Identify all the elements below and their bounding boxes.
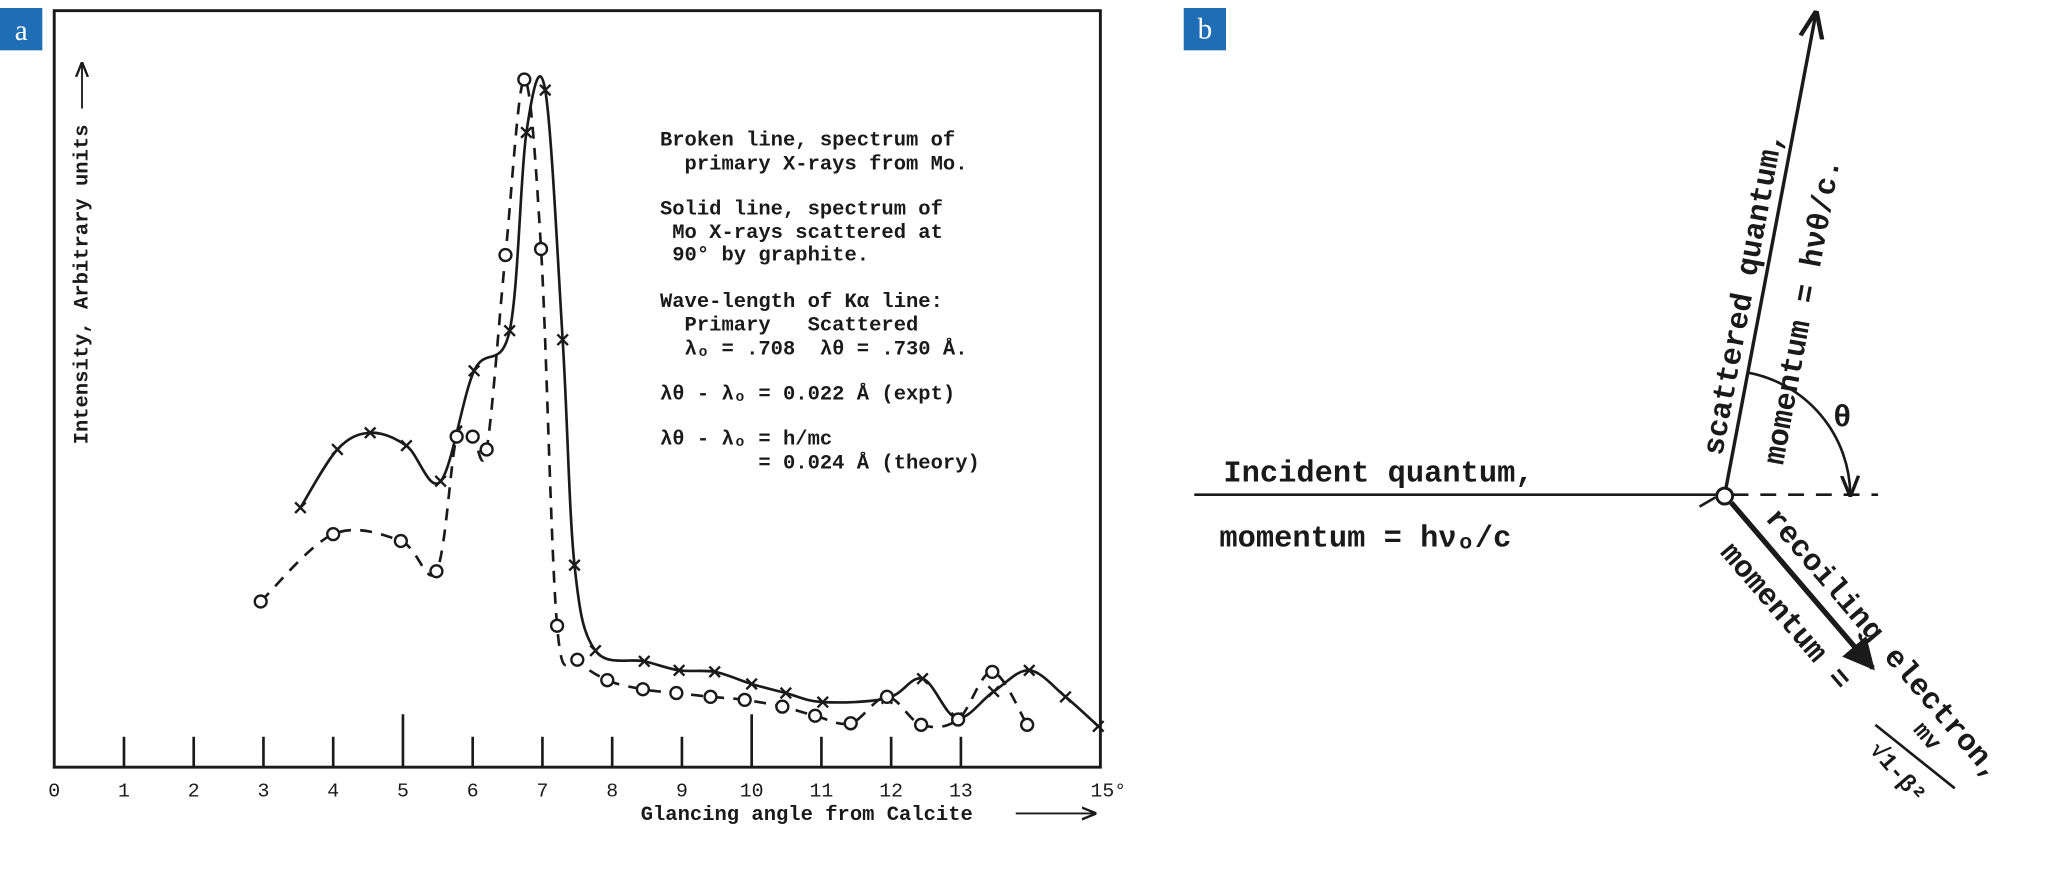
marker-o [549, 618, 565, 633]
marker-o [465, 429, 480, 444]
marker-x [673, 664, 686, 677]
panel-badge [1183, 8, 1227, 51]
marker-x [364, 426, 377, 439]
annotation: Mo X-rays scattered at [660, 222, 943, 245]
annotation: λθ - λₒ = 0.022 Å (expt) [660, 382, 955, 407]
marker-o [843, 716, 858, 731]
marker-o [429, 564, 444, 579]
x-tick-label: 5 [397, 779, 409, 802]
marker-o [807, 708, 823, 723]
marker-x [779, 686, 792, 700]
x-tick-label: 3 [258, 779, 270, 802]
y-axis-label: Intensity, Arbitrary units [71, 125, 94, 445]
x-tick-label: 8 [606, 779, 618, 802]
marker-o [393, 533, 408, 549]
marker-x [1059, 690, 1072, 703]
annotation: Solid line, spectrum of [660, 198, 943, 221]
x-tick-label: 2 [188, 779, 200, 802]
marker-o [879, 689, 895, 704]
legend-notes: Broken line, spectrum of primary X-rays … [660, 130, 980, 476]
annotation: λₒ = .708 λθ = .730 Å. [660, 337, 968, 362]
incident-arrowhead [1698, 496, 1717, 508]
marker-o [600, 673, 615, 688]
x-tick-label: 6 [467, 779, 479, 802]
x-tick-label: 0 [48, 779, 60, 802]
marker-o [914, 717, 929, 732]
x-tick-label: 11 [810, 779, 834, 802]
marker-x [745, 677, 758, 691]
panel-label: b [1198, 13, 1213, 45]
panel-badge [0, 8, 43, 51]
marker-x [539, 83, 552, 97]
incident-label: Incident quantum, [1223, 458, 1533, 492]
marker-x [589, 644, 602, 657]
marker-o [517, 72, 532, 87]
marker-x [568, 559, 581, 572]
annotation: primary X-rays from Mo. [660, 153, 968, 176]
marker-o [950, 712, 966, 727]
collision-point [1715, 486, 1735, 506]
marker-x [1023, 664, 1036, 677]
incident-momentum: momentum = hνₒ/c [1219, 522, 1511, 556]
marker-o [533, 241, 549, 257]
x-tick-label: 10 [740, 779, 764, 802]
marker-x [638, 655, 651, 668]
annotation: Wave-length of Kα line: [660, 291, 943, 314]
marker-x [503, 324, 516, 337]
marker-o [985, 664, 1000, 679]
marker-x [816, 695, 829, 709]
marker-o [326, 527, 341, 542]
x-tick-label: 1 [118, 779, 130, 802]
annotation: = 0.024 Å (theory) [660, 450, 980, 475]
marker-x [294, 501, 307, 514]
marker-x [987, 685, 1000, 698]
x-tick-label: 12 [879, 779, 903, 802]
x-tick-label: 15° [1090, 779, 1126, 802]
marker-x [434, 475, 447, 488]
fraction-bar [1874, 723, 1956, 790]
series-line [299, 75, 1100, 728]
marker-o [449, 429, 464, 444]
x-tick-label: 9 [676, 779, 688, 802]
marker-x [556, 333, 569, 346]
marker-x [467, 364, 481, 377]
marker-x [400, 439, 413, 452]
marker-o [669, 685, 684, 701]
angle-arc [1747, 371, 1851, 495]
x-axis-label: Glancing angle from Calcite [641, 804, 973, 827]
marker-o [253, 594, 268, 609]
plot-frame [52, 9, 1102, 769]
scattered-arrow [1724, 13, 1816, 489]
marker-o [775, 699, 790, 714]
panel-label: a [15, 15, 28, 47]
annotation: Broken line, spectrum of [660, 130, 955, 153]
marker-x [916, 672, 929, 685]
recoil-arrow [1729, 500, 1875, 671]
annotation: Primary Scattered [660, 315, 918, 338]
marker-x [1092, 720, 1105, 733]
marker-o [635, 682, 651, 697]
marker-o [703, 689, 718, 704]
marker-o [479, 442, 494, 457]
annotation: 90° by graphite. [660, 245, 869, 268]
x-tick-label: 13 [949, 779, 973, 802]
marker-o [498, 247, 513, 263]
marker-o [737, 692, 752, 707]
x-tick-label: 4 [327, 779, 339, 802]
angle-label: θ [1833, 402, 1851, 436]
marker-o [1020, 717, 1035, 732]
annotation: λθ - λₒ = h/mc [660, 428, 832, 451]
marker-x [520, 126, 533, 139]
marker-o [570, 652, 585, 667]
x-tick-label: 7 [536, 779, 548, 802]
marker-x [331, 443, 344, 456]
marker-x [708, 665, 721, 678]
